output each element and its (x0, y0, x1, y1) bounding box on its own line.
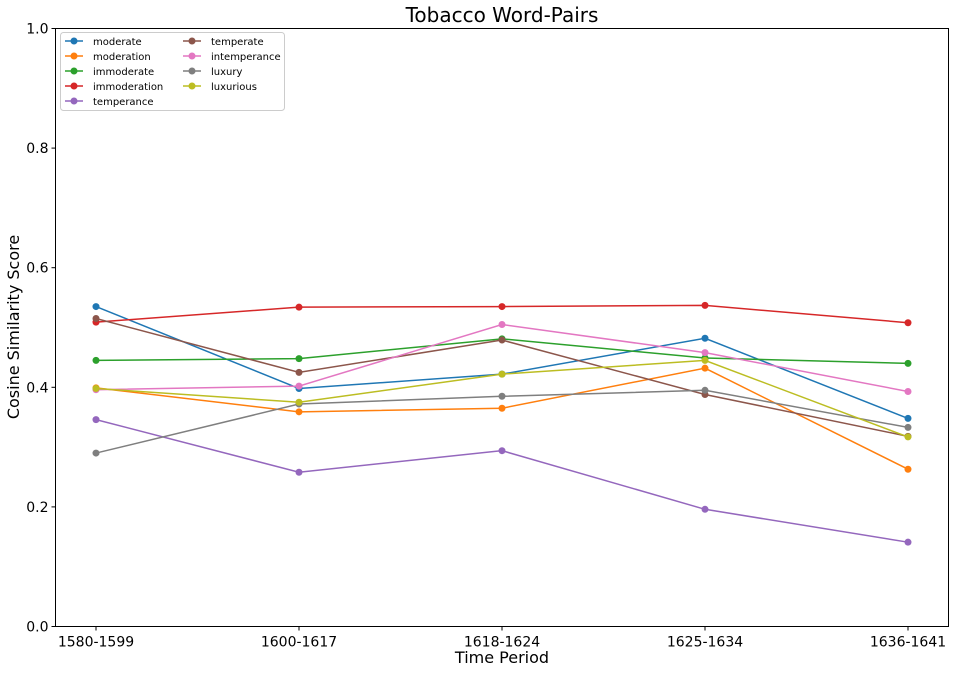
data-point-temperance (701, 505, 709, 513)
legend-label-immoderate: immoderate (93, 67, 154, 78)
legend-label-intemperance: intemperance (211, 52, 281, 63)
legend-label-moderation: moderation (93, 52, 151, 63)
x-axis-label: Time Period (454, 648, 549, 667)
y-tick-label: 0.6 (26, 261, 48, 277)
data-point-immoderate (92, 356, 100, 364)
y-axis-label: Cosine Similarity Score (4, 235, 23, 419)
data-point-immoderation (701, 301, 709, 309)
data-point-luxury (92, 449, 100, 457)
y-tick-label: 0.4 (26, 380, 48, 396)
legend-marker-immoderation (70, 82, 78, 90)
y-tick-label: 0.2 (26, 500, 48, 516)
legend-marker-temperate (188, 37, 196, 45)
data-point-intemperance (904, 387, 912, 395)
y-tick-label: 1.0 (26, 22, 48, 38)
x-tick-label: 1636-1641 (870, 635, 946, 651)
data-point-moderate (701, 334, 709, 342)
data-point-moderate (92, 303, 100, 311)
legend-label-immoderation: immoderation (93, 82, 163, 93)
data-point-moderation (904, 465, 912, 473)
data-point-immoderation (295, 303, 303, 311)
data-point-immoderation (498, 303, 506, 311)
legend-marker-immoderate (70, 67, 78, 75)
legend: moderate moderation immoderate immoderation… (60, 32, 285, 111)
data-point-immoderate (295, 355, 303, 363)
data-point-moderate (904, 414, 912, 422)
x-tick-label: 1618-1624 (464, 635, 540, 651)
series-line-intemperance (95, 323, 909, 393)
x-tick-label: 1625-1634 (667, 635, 743, 651)
data-point-luxurious (498, 370, 506, 378)
data-point-luxurious (701, 356, 709, 364)
legend-label-moderate: moderate (93, 37, 142, 48)
legend-label-temperate: temperate (211, 37, 264, 48)
data-point-luxury (498, 392, 506, 400)
chart-title: Tobacco Word-Pairs (405, 3, 599, 27)
y-tick-label: 0.8 (26, 141, 48, 157)
data-point-intemperance (701, 349, 709, 357)
data-point-temperate (92, 315, 100, 323)
data-point-luxurious (904, 433, 912, 441)
legend-label-temperance: temperance (93, 97, 154, 108)
data-point-temperance (904, 538, 912, 546)
legend-marker-moderate (70, 37, 78, 45)
x-tick-label: 1580-1599 (58, 635, 134, 651)
data-point-luxurious (92, 384, 100, 392)
data-point-luxurious (295, 398, 303, 406)
plot-area (92, 301, 912, 546)
legend-label-luxurious: luxurious (211, 82, 257, 93)
data-point-immoderate (904, 359, 912, 367)
series-line-temperance (95, 418, 909, 543)
y-tick-label: 0.0 (26, 620, 48, 636)
data-point-temperance (92, 416, 100, 424)
data-point-temperate (295, 368, 303, 376)
legend-marker-intemperance (188, 52, 196, 60)
data-point-intemperance (498, 321, 506, 329)
data-point-intemperance (295, 382, 303, 390)
data-point-immoderation (904, 319, 912, 327)
data-point-moderation (701, 364, 709, 372)
legend-marker-luxurious (188, 82, 196, 90)
legend-label-luxury: luxury (211, 67, 242, 78)
legend-box (60, 32, 285, 111)
legend-marker-temperance (70, 97, 78, 105)
data-point-moderation (295, 408, 303, 416)
legend-marker-moderation (70, 52, 78, 60)
data-point-moderation (498, 404, 506, 412)
data-point-temperate (498, 336, 506, 344)
legend-marker-luxury (188, 67, 196, 75)
x-tick-label: 1600-1617 (261, 635, 337, 651)
data-point-temperance (498, 447, 506, 455)
data-point-temperance (295, 468, 303, 476)
data-point-luxury (904, 423, 912, 431)
data-point-luxury (701, 386, 709, 394)
